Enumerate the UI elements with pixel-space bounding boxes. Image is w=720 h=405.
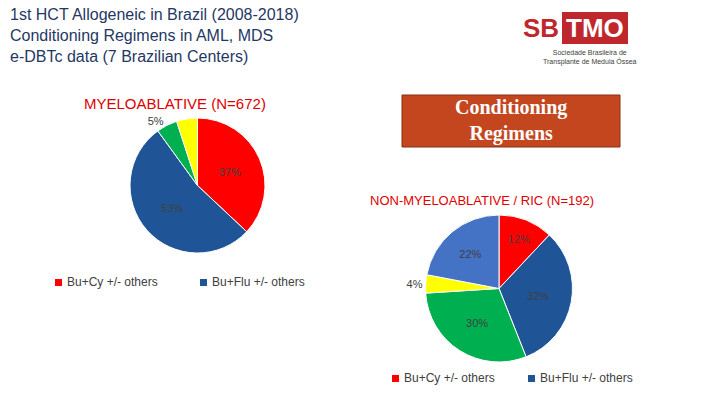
svg-text:TMO: TMO — [566, 13, 624, 43]
svg-text:SB: SB — [523, 13, 559, 43]
svg-text:12%: 12% — [508, 233, 530, 245]
svg-text:1st HCT Allogeneic in Brazil (: 1st HCT Allogeneic in Brazil (2008-2018)… — [10, 6, 299, 65]
svg-text:Bu+Flu +/- others: Bu+Flu +/- others — [212, 275, 305, 289]
svg-text:37%: 37% — [219, 166, 241, 178]
svg-text:NON-MYELOABLATIVE / RIC (N=192: NON-MYELOABLATIVE / RIC (N=192) — [370, 193, 594, 208]
svg-text:22%: 22% — [459, 248, 481, 260]
svg-text:Bu+Flu +/- others: Bu+Flu +/- others — [540, 371, 633, 385]
svg-text:Bu+Cy +/- others: Bu+Cy +/- others — [404, 371, 495, 385]
svg-text:5%: 5% — [148, 115, 164, 127]
svg-text:30%: 30% — [466, 317, 488, 329]
svg-text:53%: 53% — [161, 202, 183, 214]
svg-text:4%: 4% — [407, 278, 423, 290]
svg-text:Sociedade Brasileira deTranspl: Sociedade Brasileira deTransplante de Me… — [543, 49, 637, 66]
svg-text:MYELOABLATIVE (N=672): MYELOABLATIVE (N=672) — [84, 95, 266, 112]
svg-text:ConditioningRegimens: ConditioningRegimens — [455, 96, 567, 145]
svg-text:32%: 32% — [527, 290, 549, 302]
svg-text:Bu+Cy +/- others: Bu+Cy +/- others — [67, 275, 158, 289]
